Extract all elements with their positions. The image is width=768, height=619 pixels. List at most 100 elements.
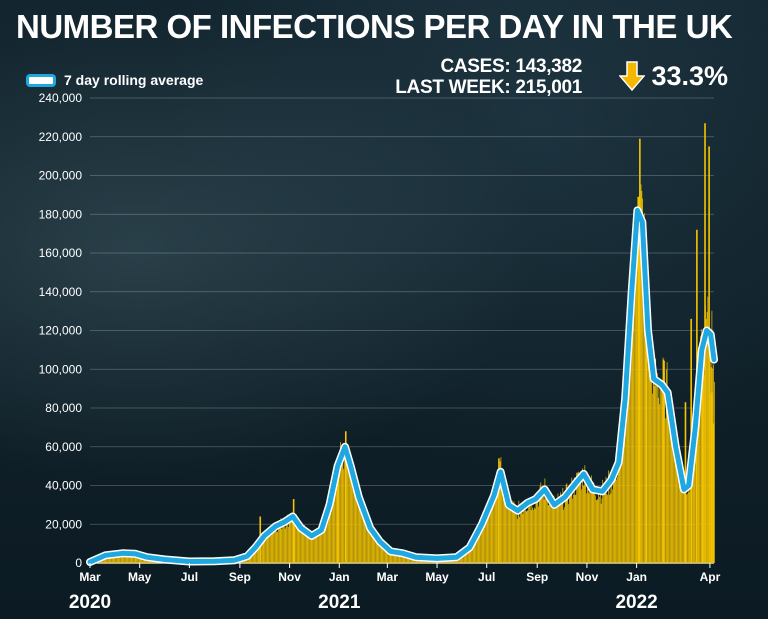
daily-bar	[120, 554, 122, 563]
y-tick-label: 120,000	[39, 324, 83, 338]
daily-bar	[618, 465, 620, 563]
daily-bar	[680, 487, 682, 563]
daily-bar	[665, 369, 667, 563]
daily-bar	[576, 472, 578, 563]
daily-bar	[371, 531, 372, 563]
daily-bar	[258, 544, 260, 563]
daily-bar	[129, 553, 130, 563]
daily-bar	[126, 552, 128, 563]
daily-bar	[321, 526, 323, 563]
daily-bar	[384, 546, 386, 563]
daily-bar	[465, 552, 467, 563]
daily-bar	[380, 544, 382, 563]
daily-bar	[347, 465, 349, 563]
daily-bar	[643, 213, 645, 563]
daily-bar	[619, 442, 621, 563]
daily-bar	[263, 533, 265, 563]
daily-bar	[352, 472, 354, 563]
daily-bar	[265, 536, 266, 563]
daily-bar	[560, 492, 561, 563]
daily-bar	[613, 469, 615, 563]
daily-bar	[282, 524, 283, 563]
daily-bar	[111, 555, 113, 563]
daily-bar	[264, 534, 266, 563]
daily-bar	[549, 493, 551, 563]
daily-bar	[324, 518, 326, 563]
daily-bar	[303, 528, 305, 563]
daily-bar	[592, 488, 594, 563]
daily-bar	[128, 554, 129, 563]
daily-bar	[633, 285, 635, 563]
daily-bar	[314, 532, 315, 563]
daily-bar	[409, 556, 411, 563]
daily-bar	[654, 385, 656, 563]
daily-bar	[656, 373, 658, 563]
daily-bar	[681, 468, 683, 563]
daily-bar	[472, 540, 474, 563]
daily-bar	[304, 525, 305, 563]
daily-bar	[526, 511, 528, 563]
x-tick-label: Sep	[526, 570, 548, 584]
daily-bar	[332, 490, 334, 563]
daily-bar	[252, 552, 253, 563]
daily-bar	[335, 482, 336, 563]
daily-bar	[669, 431, 670, 563]
daily-bar	[644, 267, 646, 563]
daily-bar	[559, 503, 560, 563]
daily-bar	[394, 553, 396, 563]
daily-bar	[620, 435, 622, 563]
daily-bar	[568, 504, 569, 563]
daily-bar	[497, 486, 499, 563]
daily-bar	[346, 459, 348, 563]
daily-bar	[362, 496, 363, 563]
year-label: 2021	[318, 592, 361, 613]
daily-bar	[595, 495, 596, 563]
daily-bar	[301, 533, 303, 563]
daily-bar	[625, 372, 626, 563]
daily-bar	[360, 503, 362, 563]
daily-bar	[325, 519, 327, 563]
daily-bar	[280, 518, 282, 563]
y-tick-label: 140,000	[39, 285, 83, 299]
daily-bar	[495, 481, 497, 563]
daily-bar	[577, 472, 578, 563]
daily-bar	[278, 525, 280, 563]
daily-bar	[283, 523, 285, 563]
daily-bar	[557, 493, 559, 563]
daily-bar	[661, 389, 662, 563]
daily-bar	[295, 513, 296, 563]
daily-bar	[330, 491, 332, 563]
daily-bar	[487, 510, 489, 563]
daily-bar	[320, 531, 322, 563]
daily-bar	[697, 411, 699, 563]
daily-bar	[291, 521, 292, 563]
daily-bar	[334, 470, 336, 563]
change-value: 33.3%	[651, 60, 728, 91]
daily-bar	[552, 497, 554, 563]
daily-bar	[127, 553, 129, 563]
daily-bar	[470, 548, 472, 563]
daily-bar	[464, 550, 466, 563]
daily-bar	[607, 494, 608, 563]
daily-bar	[118, 554, 120, 563]
daily-bar	[648, 357, 649, 563]
daily-bar	[563, 509, 564, 563]
daily-bar	[582, 468, 583, 563]
daily-bar	[309, 531, 311, 563]
daily-bar	[624, 418, 626, 563]
daily-bar	[521, 509, 523, 563]
rolling-average-path	[87, 207, 717, 565]
daily-bar	[579, 477, 581, 563]
daily-bar	[477, 537, 479, 563]
y-tick-label: 220,000	[39, 130, 83, 144]
spike-bar	[639, 138, 641, 563]
daily-bar	[555, 500, 556, 563]
daily-bar	[476, 533, 478, 563]
daily-bar	[513, 501, 515, 563]
spike-bar	[637, 196, 640, 563]
y-tick-label: 160,000	[39, 246, 83, 260]
daily-bar	[271, 533, 273, 563]
daily-bar	[650, 335, 652, 563]
daily-bar	[506, 502, 507, 563]
daily-bar	[389, 552, 391, 563]
